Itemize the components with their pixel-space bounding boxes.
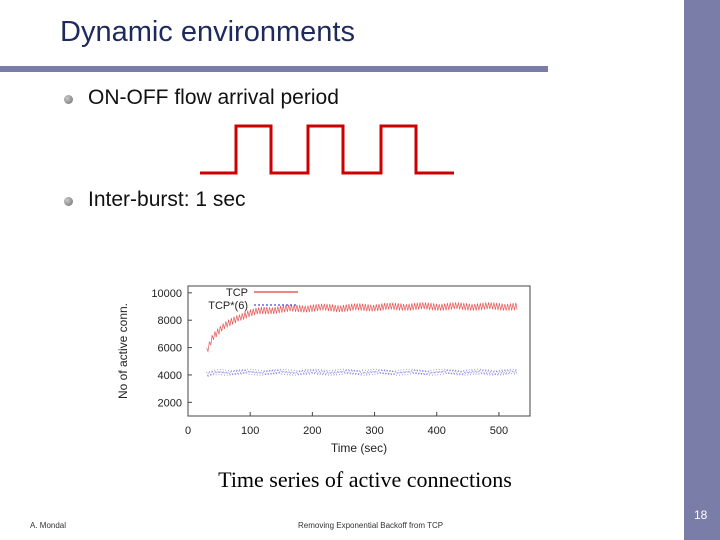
x-tick-label: 0 (185, 425, 191, 437)
chart-caption: Time series of active connections (218, 467, 512, 492)
footer-author: A. Mondal (30, 521, 67, 530)
bullet-icon (64, 95, 73, 104)
x-tick-label: 400 (428, 425, 446, 437)
square-wave-line (200, 124, 454, 175)
footer-title: Removing Exponential Backoff from TCP (298, 521, 444, 530)
y-tick-label: 6000 (158, 343, 182, 355)
series-line (206, 302, 518, 353)
bullet-on-off-period: ON-OFF flow arrival period (88, 86, 339, 109)
chart-caption-wrap: Time series of active connections (0, 467, 720, 493)
y-tick-label: 10000 (151, 288, 182, 300)
y-tick-label: 2000 (158, 397, 182, 409)
slide-title: Dynamic environments (60, 16, 355, 48)
bullet-icon (64, 197, 73, 206)
y-tick-label: 4000 (158, 370, 182, 382)
title-underline (0, 66, 548, 72)
x-tick-label: 100 (241, 425, 259, 437)
square-wave-diagram (200, 124, 454, 175)
x-tick-label: 300 (365, 425, 383, 437)
page-number: 18 (694, 508, 708, 522)
series-line (206, 368, 518, 378)
x-tick-label: 200 (303, 425, 321, 437)
x-tick-label: 500 (490, 425, 508, 437)
active-connections-chart: 0 100 200 300 400 500 2000 4000 6000 8000 10000 Tim… (116, 285, 531, 455)
bullet-inter-burst: Inter-burst: 1 sec (88, 188, 246, 211)
legend-label: TCP (226, 287, 248, 299)
y-axis-label: No of active conn. (116, 303, 130, 399)
y-tick-label: 8000 (158, 315, 182, 327)
right-accent-bar (684, 0, 720, 540)
x-axis-label: Time (sec) (331, 441, 387, 455)
plot-frame (187, 285, 531, 417)
legend-label: TCP*(6) (208, 300, 248, 312)
